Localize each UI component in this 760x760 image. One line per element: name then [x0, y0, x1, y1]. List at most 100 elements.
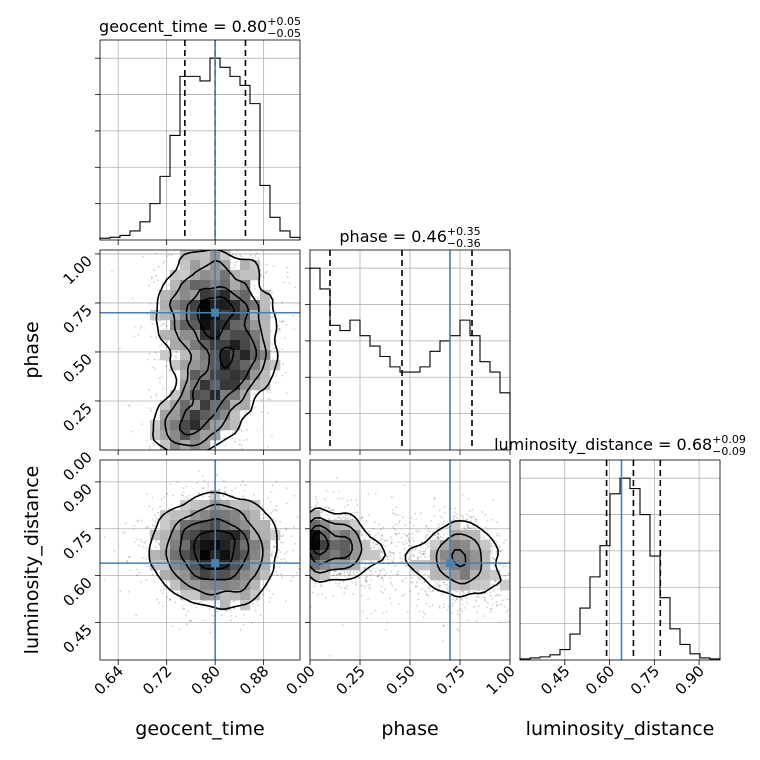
corner-plot-svg: geocent_time = 0.80+0.05−0.05phase = 0.4…: [0, 0, 760, 760]
panel-phase-vs-geocent-time-sample-point: [155, 368, 157, 370]
panel-phase-vs-geocent-time-density-cell: [220, 400, 230, 410]
panel-phase-vs-geocent-time-sample-point: [159, 378, 161, 380]
panel-luminosity-vs-geocent-time-sample-point: [152, 509, 154, 511]
panel-phase-vs-geocent-time-sample-point: [158, 359, 160, 361]
panel-luminosity-vs-geocent-time-sample-point: [104, 536, 106, 538]
panel-phase-vs-geocent-time-density-cell: [240, 350, 250, 360]
panel-phase-vs-geocent-time-sample-point: [129, 405, 131, 407]
panel-phase-vs-geocent-time-sample-point: [141, 423, 143, 425]
panel-phase-vs-geocent-time-sample-point: [148, 389, 150, 391]
panel-luminosity-vs-geocent-time-sample-point: [166, 596, 168, 598]
panel-phase-vs-geocent-time-sample-point: [149, 353, 151, 355]
panel-luminosity-vs-geocent-time-sample-point: [280, 559, 282, 561]
panel-phase-vs-geocent-time-sample-point: [276, 374, 278, 376]
panel-phase-vs-geocent-time-density-cell: [240, 360, 250, 370]
panel-luminosity-vs-geocent-time-sample-point: [171, 504, 173, 506]
panel-phase-vs-geocent-time-sample-point: [151, 278, 153, 280]
panel-phase-vs-geocent-time-sample-point: [277, 331, 279, 333]
panel-phase-vs-geocent-time-sample-point: [284, 281, 286, 283]
panel-luminosity-vs-geocent-time-sample-point: [152, 519, 154, 521]
panel-luminosity-vs-geocent-time-sample-point: [185, 486, 187, 488]
panel-phase-vs-geocent-time-sample-point: [242, 448, 244, 450]
panel-phase-vs-geocent-time-density-cell: [230, 280, 240, 290]
panel-luminosity-vs-geocent-time-sample-point: [182, 605, 184, 607]
panel-luminosity-vs-geocent-time-sample-point: [217, 602, 219, 604]
panel-phase-vs-geocent-time-sample-point: [287, 276, 289, 278]
panel-phase-vs-geocent-time-sample-point: [283, 321, 285, 323]
panel-luminosity-vs-geocent-time-sample-point: [156, 541, 158, 543]
panel-phase-vs-geocent-time-sample-point: [285, 372, 287, 374]
panel-luminosity-vs-geocent-time-sample-point: [271, 491, 273, 493]
panel-phase-vs-geocent-time-density-cell: [180, 250, 190, 260]
panel-luminosity-vs-geocent-time-sample-point: [203, 480, 205, 482]
panel-luminosity-vs-geocent-time-sample-point: [269, 590, 271, 592]
panel-phase-vs-geocent-time-sample-point: [266, 264, 268, 266]
panel-luminosity-vs-geocent-time-sample-point: [174, 602, 176, 604]
panel-luminosity-vs-geocent-time-sample-point: [207, 483, 209, 485]
panel-phase-vs-geocent-time-density-cell: [200, 270, 210, 280]
panel-phase-vs-geocent-time-sample-point: [239, 255, 241, 257]
panel-luminosity-vs-geocent-time-sample-point: [243, 624, 245, 626]
panel-luminosity-vs-geocent-time-sample-point: [296, 516, 298, 518]
panel-phase-vs-geocent-time-sample-point: [167, 341, 169, 343]
panel-luminosity-vs-geocent-time-sample-point: [251, 622, 253, 624]
panel-luminosity-vs-geocent-time-sample-point: [230, 619, 232, 621]
panel-phase-vs-geocent-time-sample-point: [171, 254, 173, 256]
panel-phase-vs-geocent-time-sample-point: [258, 297, 260, 299]
panel-phase-vs-geocent-time-sample-point: [131, 431, 133, 433]
panel-luminosity-vs-geocent-time-sample-point: [172, 625, 174, 627]
panel-phase-vs-geocent-time-sample-point: [271, 292, 273, 294]
panel-luminosity-vs-geocent-time-sample-point: [231, 490, 233, 492]
panel-phase-vs-geocent-time-sample-point: [154, 358, 156, 360]
panel-phase-vs-geocent-time-sample-point: [284, 337, 286, 339]
panel-phase-vs-geocent-time-sample-point: [128, 404, 130, 406]
panel-phase-vs-geocent-time-sample-point: [287, 267, 289, 269]
panel-phase-vs-geocent-time-sample-point: [161, 344, 163, 346]
panel-phase-vs-geocent-time-sample-point: [158, 417, 160, 419]
panel-luminosity-vs-geocent-time-sample-point: [223, 480, 225, 482]
panel-luminosity-vs-geocent-time-sample-point: [162, 605, 164, 607]
panel-phase-vs-geocent-time-density-cell: [240, 260, 250, 270]
panel-phase-vs-geocent-time-sample-point: [294, 328, 296, 330]
panel-luminosity-vs-geocent-time-sample-point: [169, 484, 171, 486]
panel-phase-vs-geocent-time-sample-point: [175, 351, 177, 353]
panel-phase-vs-geocent-time-density-cell: [160, 300, 170, 310]
panel-luminosity-vs-geocent-time-sample-point: [158, 602, 160, 604]
panel-phase-vs-geocent-time-sample-point: [158, 289, 160, 291]
panel-luminosity-vs-geocent-time-sample-point: [127, 560, 129, 562]
panel-luminosity-vs-geocent-time-sample-point: [219, 488, 221, 490]
panel-luminosity-vs-geocent-time-sample-point: [221, 498, 223, 500]
panel-phase-vs-geocent-time-sample-point: [281, 348, 283, 350]
panel-phase-vs-geocent-time-sample-point: [119, 348, 121, 350]
panel-phase-vs-geocent-time-sample-point: [282, 364, 284, 366]
panel-luminosity-vs-geocent-time-sample-point: [187, 498, 189, 500]
panel-luminosity-vs-geocent-time-sample-point: [162, 592, 164, 594]
panel-luminosity-vs-geocent-time-sample-point: [257, 604, 259, 606]
panel-phase-vs-geocent-time-sample-point: [246, 429, 248, 431]
panel-phase-vs-geocent-time-density-cell: [180, 260, 190, 270]
panel-luminosity-vs-geocent-time-sample-point: [235, 616, 237, 618]
panel-phase-vs-geocent-time-sample-point: [138, 334, 140, 336]
panel-phase-vs-geocent-time-sample-point: [287, 271, 289, 273]
panel-phase-vs-geocent-time-sample-point: [254, 407, 256, 409]
panel-phase-vs-geocent-time-sample-point: [271, 343, 273, 345]
panel-luminosity-vs-geocent-time-sample-point: [154, 525, 156, 527]
panel-luminosity-vs-geocent-time-sample-point: [255, 610, 257, 612]
panel-luminosity-vs-geocent-time-sample-point: [285, 561, 287, 563]
panel-luminosity-vs-geocent-time-sample-point: [265, 517, 267, 519]
panel-phase-vs-geocent-time-sample-point: [163, 388, 165, 390]
panel-phase-vs-geocent-time-sample-point: [239, 439, 241, 441]
panel-phase-vs-geocent-time-sample-point: [160, 325, 162, 327]
panel-luminosity-vs-geocent-time-sample-point: [133, 529, 135, 531]
panel-luminosity-vs-geocent-time-sample-point: [212, 615, 214, 617]
panel-luminosity-vs-geocent-time-sample-point: [279, 567, 281, 569]
panel-luminosity-vs-geocent-time-sample-point: [157, 512, 159, 514]
panel-phase-vs-geocent-time-sample-point: [161, 282, 163, 284]
panel-phase-vs-geocent-time-sample-point: [267, 398, 269, 400]
panel-luminosity-vs-geocent-time-sample-point: [226, 610, 228, 612]
panel-phase-vs-geocent-time-sample-point: [273, 266, 275, 268]
panel-luminosity-vs-geocent-time-sample-point: [134, 541, 136, 543]
panel-phase-vs-geocent-time-sample-point: [212, 443, 214, 445]
panel-phase-vs-geocent-time-sample-point: [159, 382, 161, 384]
panel-phase-vs-geocent-time-sample-point: [146, 439, 148, 441]
